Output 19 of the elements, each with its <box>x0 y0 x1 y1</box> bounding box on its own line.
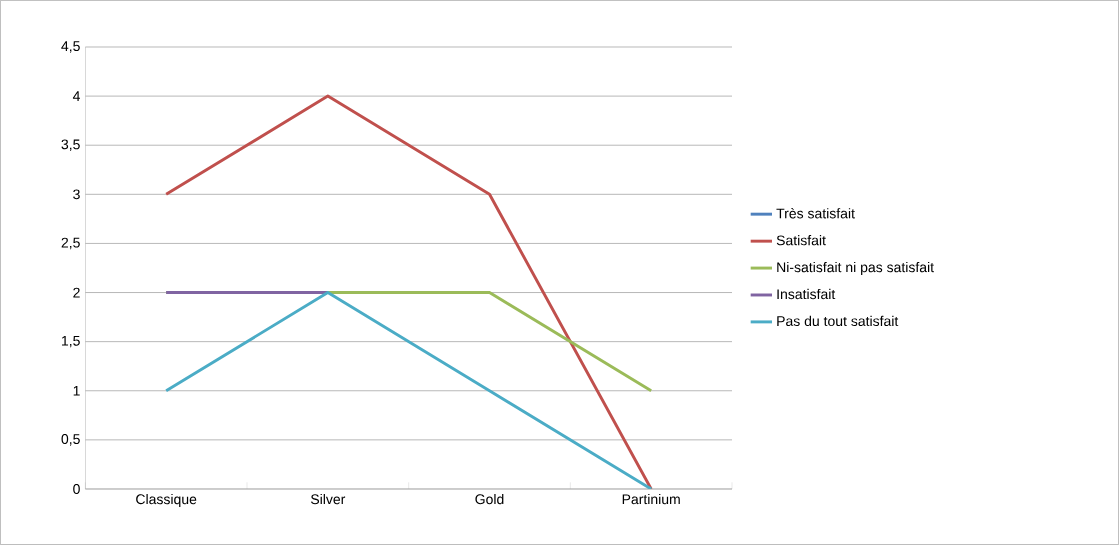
y-tick-label: 1,5 <box>62 335 80 348</box>
x-tick-label: Classique <box>136 493 197 507</box>
legend-label: Ni-satisfait ni pas satisfait <box>777 261 934 275</box>
x-tick-label: Silver <box>310 493 346 505</box>
y-tick-label: 0,5 <box>61 434 80 446</box>
y-tick-label: 4,5 <box>61 41 80 53</box>
y-tick-label: 3 <box>73 189 80 200</box>
legend-label: Insatisfait <box>777 288 836 300</box>
y-tick-label: 0 <box>73 484 80 494</box>
legend-label: Satisfait <box>776 235 826 246</box>
legend-label: Très satisfait <box>776 207 855 219</box>
y-tick-label: 3,5 <box>61 139 80 151</box>
y-tick-label: 4 <box>72 91 80 101</box>
y-tick-label: 1 <box>73 385 80 396</box>
y-tick-label: 2,5 <box>61 237 80 250</box>
y-tick-label: 2 <box>73 287 80 298</box>
x-tick-label: Partinium <box>622 493 680 505</box>
x-tick-label: Gold <box>475 493 504 505</box>
legend-label: Pas du tout satisfait <box>777 315 899 327</box>
